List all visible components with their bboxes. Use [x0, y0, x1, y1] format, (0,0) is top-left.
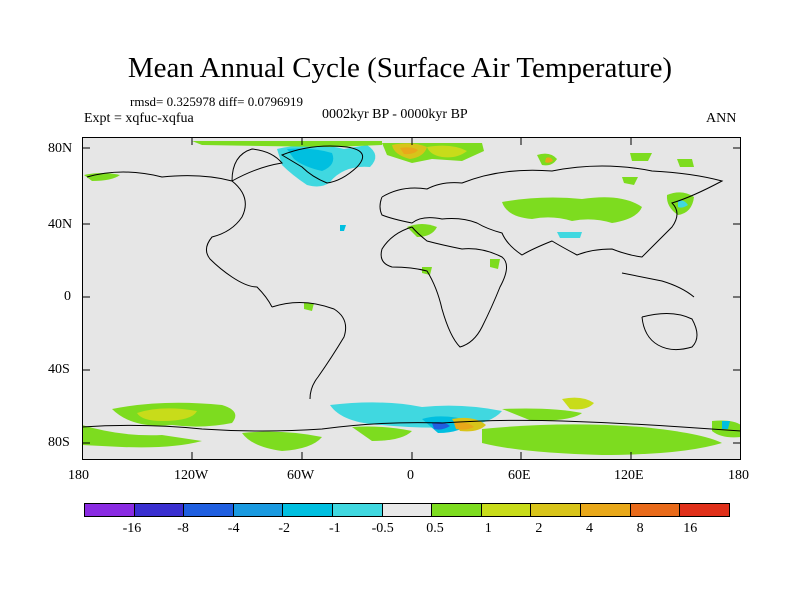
lat-label-80n: 80N	[48, 141, 73, 156]
colorbar	[84, 503, 730, 517]
period-label: 0002kyr BP - 0000kyr BP	[322, 107, 468, 122]
lon-label-120e: 120E	[614, 468, 644, 483]
colorbar-label: 16	[683, 521, 698, 536]
experiment-label: Expt = xqfuc-xqfua	[84, 111, 194, 126]
lat-label-0: 0	[64, 289, 71, 304]
lon-label-180w: 180	[68, 468, 89, 483]
colorbar-swatch	[480, 503, 532, 517]
colorbar-label: 4	[586, 521, 593, 536]
plot-title: Mean Annual Cycle (Surface Air Temperatu…	[127, 52, 673, 84]
map-frame	[82, 137, 741, 460]
colorbar-label: -2	[278, 521, 291, 536]
lat-label-80s: 80S	[48, 435, 70, 450]
lat-label-40n: 40N	[48, 217, 73, 232]
colorbar-swatch	[679, 503, 730, 517]
colorbar-label: 8	[636, 521, 644, 536]
axis-ticks	[82, 137, 741, 460]
colorbar-label: -1	[329, 521, 341, 536]
colorbar-swatch	[331, 503, 383, 517]
colorbar-label: -8	[177, 521, 189, 536]
lon-label-0: 0	[407, 468, 414, 483]
colorbar-label: 2	[535, 521, 543, 536]
anomaly-map	[82, 137, 741, 460]
colorbar-swatch	[629, 503, 681, 517]
lon-label-180e: 180	[728, 468, 749, 483]
colorbar-label: 1	[484, 521, 492, 536]
colorbar-swatch	[431, 503, 482, 517]
colorbar-swatch	[530, 503, 581, 517]
colorbar-swatch	[579, 503, 631, 517]
colorbar-swatch	[84, 503, 135, 517]
colorbar-swatch	[133, 503, 185, 517]
anomaly-patches	[82, 141, 741, 455]
colorbar-label: -16	[122, 521, 142, 536]
lat-label-40s: 40S	[48, 362, 70, 377]
colorbar-label: -4	[227, 521, 240, 536]
lon-label-60e: 60E	[508, 468, 531, 483]
colorbar-swatch	[381, 503, 433, 517]
lon-label-120w: 120W	[174, 468, 209, 483]
stats-text: rmsd= 0.325978 diff= 0.0796919	[130, 94, 303, 109]
colorbar-swatch	[183, 503, 234, 517]
season-label: ANN	[706, 111, 737, 126]
lon-label-60w: 60W	[287, 468, 315, 483]
colorbar-label: -0.5	[371, 521, 394, 536]
colorbar-swatch	[232, 503, 284, 517]
colorbar-swatch	[282, 503, 333, 517]
coastlines	[82, 145, 741, 432]
colorbar-label: 0.5	[426, 521, 444, 536]
